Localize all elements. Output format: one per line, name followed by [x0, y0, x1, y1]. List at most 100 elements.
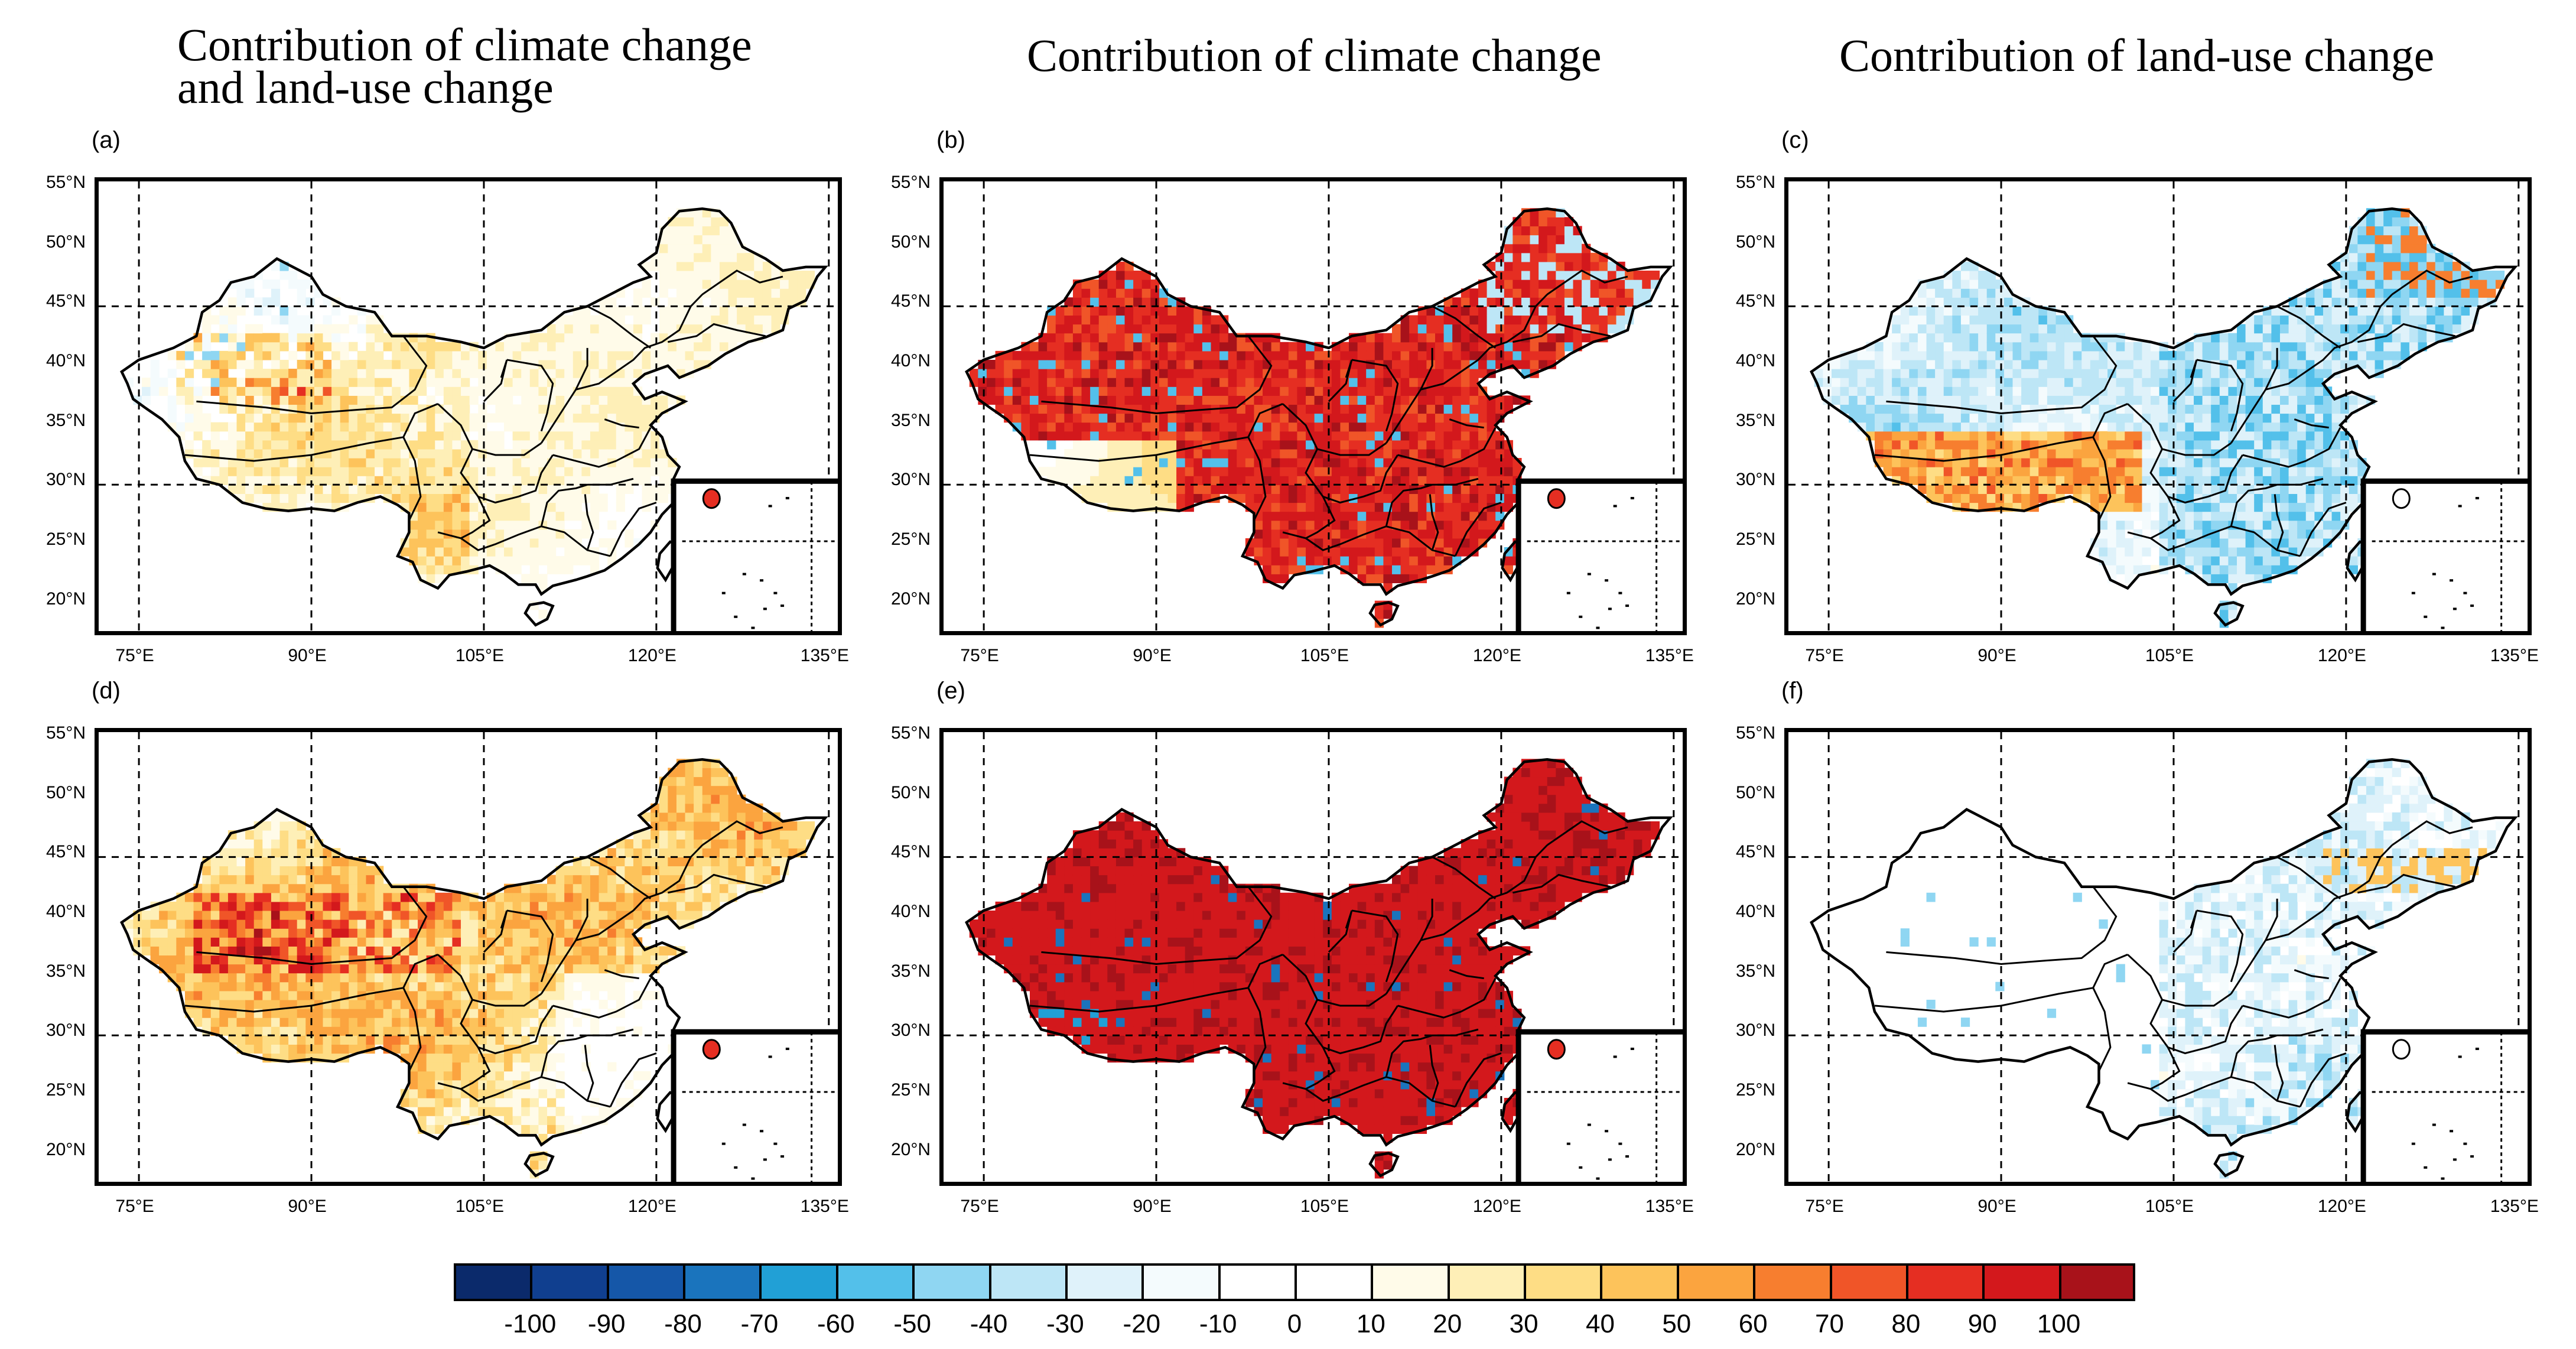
map-panel [95, 728, 842, 1186]
province-boundaries [184, 820, 783, 1108]
province-boundaries [184, 269, 783, 557]
colorbar-swatch [1524, 1263, 1601, 1301]
island-outline [1368, 601, 1400, 627]
value-grid [124, 759, 815, 1179]
colorbar-swatch [1676, 1263, 1754, 1301]
longitude-label: 135°E [1645, 1197, 1694, 1216]
map-canvas [1788, 732, 2528, 1182]
island-outline [2213, 1152, 2245, 1178]
latitude-label: 50°N [1735, 232, 1775, 252]
island-outline [1368, 1152, 1400, 1178]
longitude-label: 120°E [1472, 646, 1521, 665]
province-boundaries [1029, 269, 1628, 557]
latitude-label: 30°N [45, 1020, 86, 1041]
map-canvas [1788, 181, 2528, 631]
latitude-label: 55°N [890, 723, 931, 743]
colorbar-label: -20 [1123, 1309, 1161, 1338]
latitude-label: 30°N [890, 1020, 931, 1041]
latitude-label: 35°N [1735, 410, 1775, 430]
province-boundaries [1874, 820, 2473, 1108]
colorbar-swatch [683, 1263, 760, 1301]
colorbar-swatch [1982, 1263, 2059, 1301]
south-china-sea-inset [671, 1029, 838, 1182]
latitude-label: 35°N [45, 961, 86, 981]
latitude-label: 30°N [890, 470, 931, 490]
longitude-label: 135°E [2490, 1197, 2539, 1216]
country-outline [1810, 207, 2518, 596]
longitude-label: 90°E [288, 646, 327, 665]
colorbar-swatch [1371, 1263, 1448, 1301]
panel-label: (a) [92, 127, 121, 153]
island-outline [523, 1152, 555, 1178]
latitude-label: 50°N [1735, 782, 1775, 802]
colorbar-swatch [530, 1263, 607, 1301]
longitude-label: 120°E [2317, 1197, 2366, 1216]
longitude-label: 90°E [288, 1197, 327, 1216]
latitude-label: 45°N [1735, 291, 1775, 311]
colorbar-label: -30 [1046, 1309, 1084, 1338]
colorbar-swatch [1447, 1263, 1524, 1301]
colorbar-swatch [1065, 1263, 1142, 1301]
longitude-label: 135°E [800, 1197, 849, 1216]
longitude-label: 90°E [1977, 646, 2016, 665]
map-panel [95, 177, 842, 635]
colorbar-label: 0 [1287, 1309, 1302, 1338]
longitude-label: 75°E [960, 1197, 999, 1216]
colorbar-label: 50 [1662, 1309, 1692, 1338]
colorbar-swatch [912, 1263, 989, 1301]
longitude-label: 105°E [1300, 1197, 1349, 1216]
latitude-label: 40°N [45, 351, 86, 370]
colorbar-label: -90 [587, 1309, 626, 1338]
colorbar-label: 60 [1738, 1309, 1768, 1338]
longitude-label: 105°E [1300, 646, 1349, 665]
column-title-combined-line1: Contribution of climate change [177, 19, 752, 70]
longitude-label: 120°E [627, 1197, 676, 1216]
latitude-label: 25°N [45, 1080, 86, 1100]
colorbar-swatch [759, 1263, 836, 1301]
longitude-label: 90°E [1133, 646, 1172, 665]
latitude-label: 50°N [45, 232, 86, 252]
colorbar-label: 70 [1815, 1309, 1845, 1338]
colorbar-label: 90 [1967, 1309, 1997, 1338]
country-outline [965, 758, 1673, 1147]
longitude-label: 105°E [2145, 1197, 2194, 1216]
map-panel [1784, 177, 2532, 635]
country-outline [965, 207, 1673, 596]
latitude-label: 35°N [890, 410, 931, 430]
latitude-label: 20°N [1735, 1139, 1775, 1159]
country-outline [1810, 758, 2518, 1147]
panel-label: (d) [92, 678, 121, 704]
colorbar-label: -60 [817, 1309, 855, 1338]
colorbar-swatch [2058, 1263, 2135, 1301]
latitude-label: 20°N [45, 1139, 86, 1159]
island-outline [523, 601, 555, 627]
latitude-label: 45°N [890, 291, 931, 311]
column-title-combined-line2: and land-use change [177, 61, 554, 113]
value-grid [1900, 759, 2505, 1179]
south-china-sea-inset [2360, 1029, 2528, 1182]
map-canvas [99, 181, 838, 631]
longitude-label: 90°E [1133, 1197, 1172, 1216]
colorbar-swatch [1905, 1263, 1983, 1301]
longitude-label: 75°E [115, 1197, 154, 1216]
colorbar-label: -10 [1199, 1309, 1237, 1338]
latitude-label: 40°N [890, 902, 931, 921]
colorbar-label: -40 [970, 1309, 1008, 1338]
column-title-landuse: Contribution of land-use change [1839, 30, 2435, 81]
longitude-label: 75°E [115, 646, 154, 665]
latitude-label: 25°N [890, 529, 931, 549]
latitude-label: 40°N [890, 351, 931, 370]
longitude-label: 75°E [960, 646, 999, 665]
colorbar-label: 40 [1585, 1309, 1615, 1338]
value-grid [969, 208, 1660, 628]
south-china-sea-inset [671, 478, 838, 631]
map-panel [939, 177, 1687, 635]
colorbar-label: -100 [504, 1309, 557, 1338]
south-china-sea-inset [2360, 478, 2528, 631]
colorbar-swatch [1753, 1263, 1830, 1301]
colorbar-swatch [1141, 1263, 1218, 1301]
map-canvas [99, 732, 838, 1182]
colorbar-swatch [1218, 1263, 1294, 1301]
map-canvas [944, 181, 1683, 631]
colorbar-label: 10 [1356, 1309, 1385, 1338]
